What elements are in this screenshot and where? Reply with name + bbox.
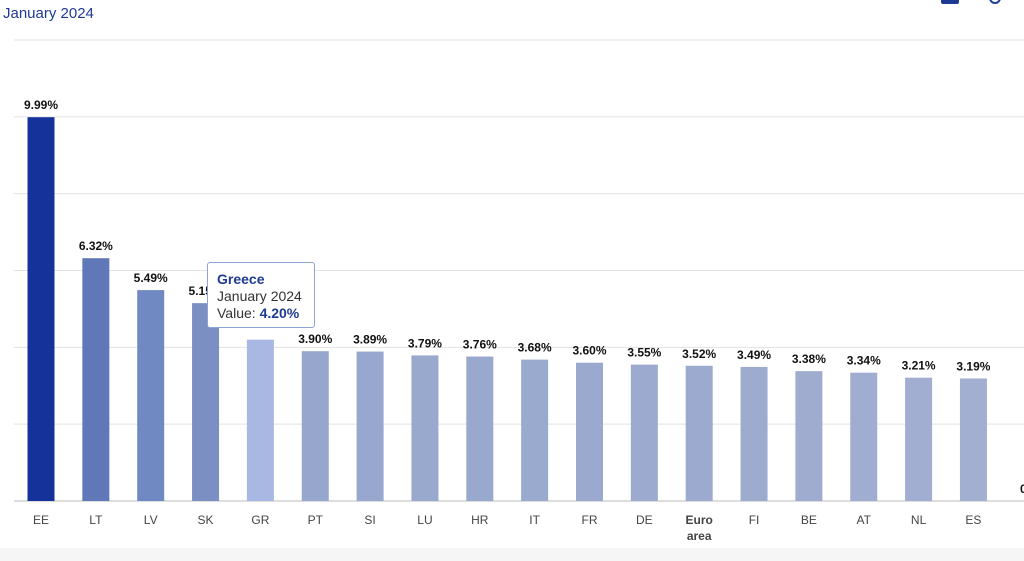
value-label: 3.52% — [682, 347, 716, 361]
tooltip-value: 4.20% — [259, 305, 300, 321]
x-tick-label: LT — [89, 513, 103, 527]
x-tick-label: HR — [471, 513, 489, 527]
tooltip-title: Greece — [217, 271, 265, 287]
tooltip-label: Value: — [217, 305, 256, 321]
icon[interactable] — [989, 0, 1001, 4]
value-label: 3.60% — [572, 344, 606, 358]
value-label: 3.49% — [737, 348, 771, 362]
bar — [301, 351, 329, 501]
x-tick-label: LU — [417, 513, 433, 527]
x-tick-label: M — [1001, 512, 1024, 528]
x-tick-label: ES — [965, 513, 982, 527]
x-tick-label: BE — [800, 513, 817, 527]
bar — [356, 351, 384, 501]
value-label: 9.99% — [24, 98, 58, 112]
bar — [740, 366, 768, 501]
x-tick-label: AT — [856, 513, 871, 527]
x-tick-label: GR — [251, 513, 270, 527]
x-tick-label: FI — [748, 513, 760, 527]
bar — [685, 365, 713, 501]
bar — [137, 290, 165, 501]
value-label: 3.19% — [956, 359, 990, 373]
bar — [850, 372, 878, 501]
x-tick-label: EE — [32, 513, 49, 527]
value-label: 3.21% — [902, 359, 936, 373]
tooltip: Greece January 2024 Value: 4.20% — [207, 262, 315, 328]
chart-title: January 2024 — [3, 5, 94, 22]
bar — [192, 303, 220, 501]
bar — [959, 378, 987, 501]
value-label: 3.55% — [627, 346, 661, 360]
footer-band — [0, 548, 1024, 561]
value-label: 3.76% — [463, 338, 497, 352]
x-tick-label: LV — [143, 513, 158, 527]
x-tick-label: PT — [307, 513, 323, 527]
x-tick-label: NL — [910, 513, 927, 527]
value-label: 3.89% — [353, 333, 387, 347]
value-label: 3.90% — [298, 332, 332, 346]
x-tick-label: FR — [581, 513, 598, 527]
bar — [905, 377, 933, 501]
value-label: 5.49% — [134, 271, 168, 285]
x-tick-label: Euro area — [685, 513, 713, 543]
bar — [576, 362, 603, 501]
bar — [795, 371, 823, 501]
bar — [521, 359, 549, 501]
icon[interactable] — [941, 0, 959, 4]
tooltip-subtitle: January 2024 — [217, 288, 302, 304]
value-label: 6.32% — [79, 239, 113, 253]
bar — [630, 364, 658, 501]
value-label: 0.0 — [1020, 482, 1024, 496]
bar — [82, 258, 110, 501]
bar — [466, 356, 494, 501]
x-tick-label: SK — [197, 513, 214, 527]
x-tick-label: IT — [529, 513, 540, 527]
value-label: 3.38% — [792, 352, 826, 366]
bar — [27, 117, 55, 501]
bar — [246, 339, 274, 501]
x-tick-label: SI — [364, 513, 376, 527]
value-label: 3.79% — [408, 336, 442, 350]
value-label: 3.68% — [518, 341, 552, 355]
bar — [411, 355, 439, 501]
value-label: 3.34% — [847, 354, 881, 368]
x-tick-label: DE — [636, 513, 653, 527]
